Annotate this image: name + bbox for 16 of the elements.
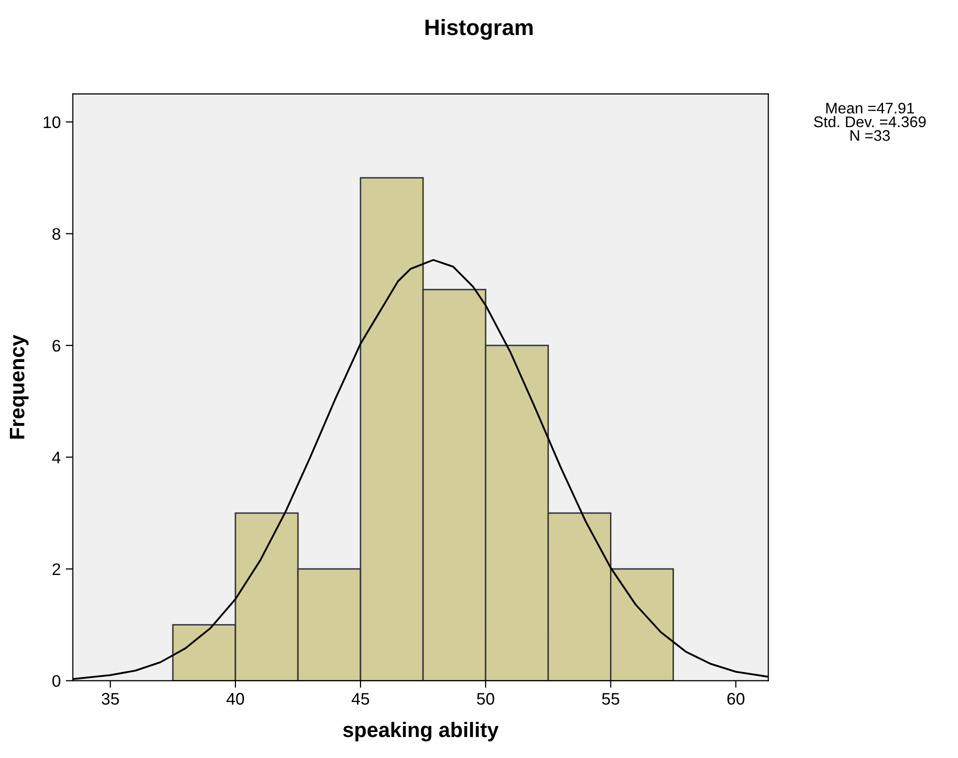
y-tick-label: 8 xyxy=(52,228,60,240)
x-tick-label: 45 xyxy=(352,693,370,705)
y-axis-title: Frequency xyxy=(10,334,29,439)
y-tick-label: 4 xyxy=(52,452,61,464)
x-tick-label: 40 xyxy=(226,692,244,705)
y-tick-label: 10 xyxy=(44,116,60,128)
text: Mean =47.91 Std. Dev. =4.369 N =33 xyxy=(814,102,926,141)
x-tick-label: 50 xyxy=(477,692,494,705)
y-tick-label: 0 xyxy=(52,675,60,687)
x-tick-label: 60 xyxy=(727,692,744,705)
y-tick-label: 6 xyxy=(52,340,60,352)
y-tick-label: 2 xyxy=(52,563,60,575)
x-axis-title: speaking ability xyxy=(343,722,499,742)
chart-title: Histogram xyxy=(426,18,533,40)
x-tick-label: 55 xyxy=(602,693,620,705)
x-tick-label: 35 xyxy=(102,692,119,705)
